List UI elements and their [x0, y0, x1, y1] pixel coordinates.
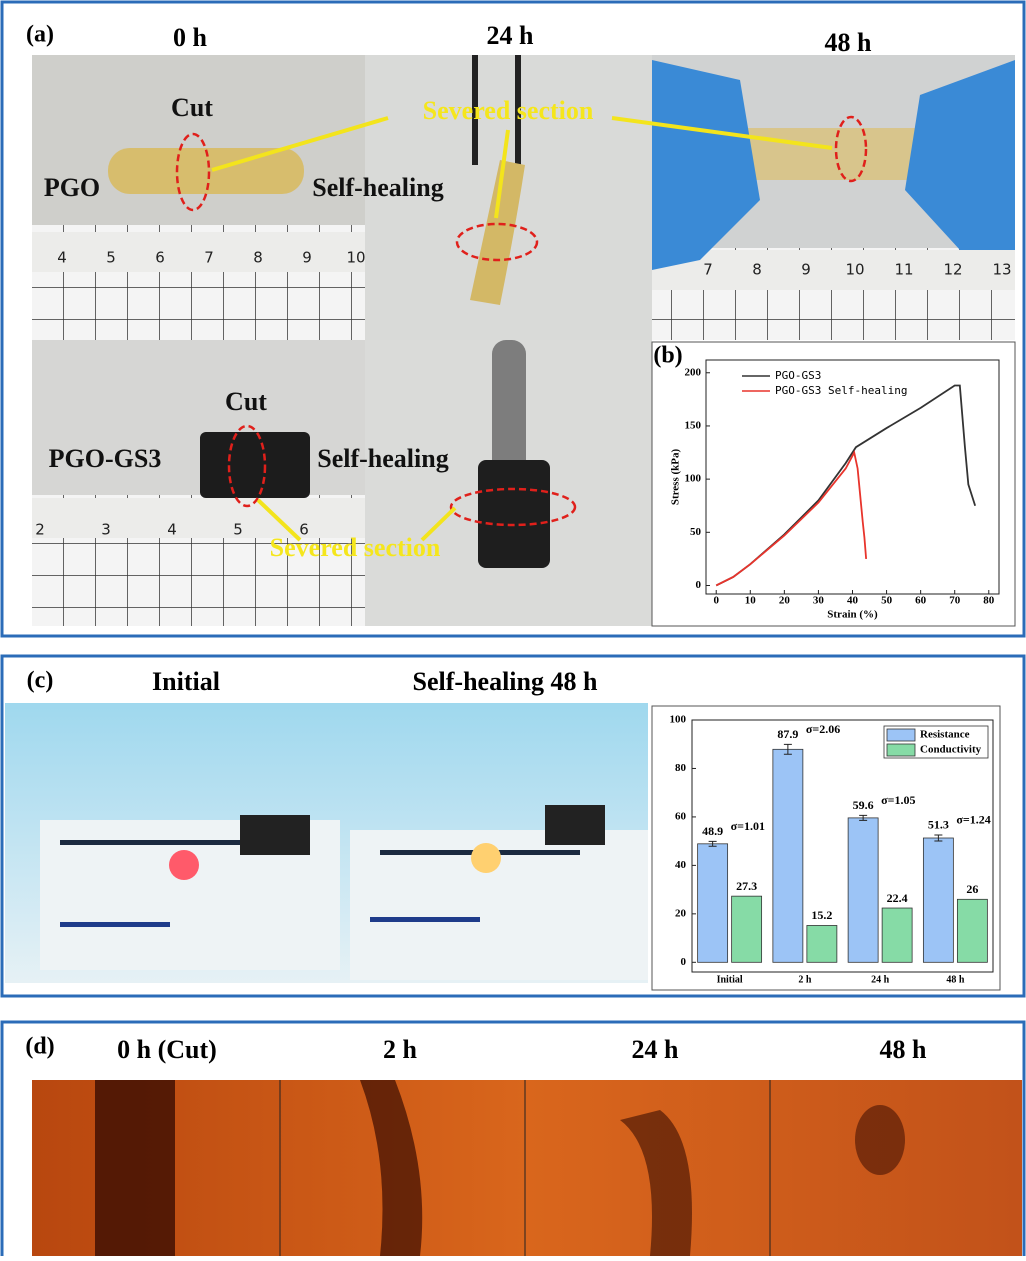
y-tick-label: 150	[685, 419, 702, 431]
ruler-label: 4	[57, 249, 67, 267]
ruler-label: 13	[992, 261, 1011, 279]
panel-title: Initial	[152, 667, 220, 696]
panel-title: 48 h	[825, 28, 873, 57]
ruler-label: 12	[943, 261, 962, 279]
value-label: 27.3	[736, 879, 757, 893]
annotation: Severed section	[423, 96, 594, 125]
annotation: Self-healing	[317, 444, 448, 473]
ruler-label: 8	[752, 261, 762, 279]
photo	[32, 340, 365, 626]
panel-title: Self-healing 48 h	[413, 667, 598, 696]
ruler-label: 6	[155, 249, 165, 267]
annotation: PGO	[44, 173, 100, 202]
value-label: 48.9	[702, 824, 723, 838]
panel-title: 0 h	[173, 23, 208, 52]
x-tick-label: 48 h	[946, 974, 965, 985]
bar	[848, 818, 878, 962]
ruler-label: 7	[204, 249, 214, 267]
y-tick-label: 0	[681, 956, 687, 968]
photo	[5, 703, 340, 983]
error-label: σ=1.05	[881, 793, 915, 807]
x-tick-label: 60	[915, 595, 927, 607]
ruler-label: 5	[106, 249, 116, 267]
x-tick-label: 70	[949, 595, 961, 607]
y-tick-label: 20	[675, 907, 687, 919]
x-tick-label: 24 h	[871, 974, 890, 985]
ruler-label: 10	[346, 249, 365, 267]
annotation: Severed section	[270, 533, 441, 562]
value-label: 15.2	[811, 908, 832, 922]
bar	[923, 838, 953, 962]
annotation: PGO-GS3	[49, 444, 162, 473]
bar	[732, 896, 762, 962]
legend-label: Resistance	[920, 729, 970, 741]
ruler-label: 4	[167, 521, 177, 539]
ruler-label: 9	[801, 261, 811, 279]
annotation: Self-healing	[312, 173, 443, 202]
x-axis-label: Strain (%)	[827, 609, 878, 621]
ruler-label: 9	[302, 249, 312, 267]
bar	[807, 925, 837, 962]
value-label: 87.9	[777, 727, 798, 741]
error-label: σ=1.24	[956, 813, 990, 827]
panel-title: 24 h	[487, 21, 535, 50]
ruler-label: 2	[35, 521, 45, 539]
ruler-label: 11	[894, 261, 913, 279]
y-axis-label: Stress (kPa)	[670, 449, 682, 506]
legend-swatch	[887, 729, 915, 741]
panel-title: 2 h	[383, 1035, 418, 1064]
x-tick-label: 50	[881, 595, 893, 607]
photo	[652, 55, 1015, 340]
ruler-label: 3	[101, 521, 111, 539]
panel-title: 0 h (Cut)	[117, 1035, 217, 1064]
annotation: Cut	[171, 93, 213, 122]
legend-label: PGO-GS3 Self-healing	[775, 384, 907, 397]
photo	[340, 703, 648, 983]
legend-swatch	[887, 744, 915, 756]
panel-label: (a)	[26, 22, 54, 48]
x-tick-label: 30	[813, 595, 825, 607]
y-tick-label: 40	[675, 859, 687, 871]
x-tick-label: Initial	[717, 974, 743, 985]
x-tick-label: 2 h	[798, 974, 812, 985]
y-tick-label: 100	[670, 714, 687, 726]
ruler-label: 7	[703, 261, 713, 279]
bar	[773, 749, 803, 962]
panel-label: (c)	[27, 668, 54, 694]
annotation: Cut	[225, 387, 267, 416]
bar	[698, 844, 728, 962]
error-label: σ=2.06	[806, 722, 840, 736]
bar	[882, 908, 912, 962]
y-tick-label: 200	[685, 366, 702, 378]
x-tick-label: 10	[745, 595, 757, 607]
y-tick-label: 100	[685, 473, 702, 485]
panel-title: 48 h	[880, 1035, 928, 1064]
micrograph	[32, 1080, 1022, 1256]
y-tick-label: 50	[690, 526, 702, 538]
value-label: 26	[966, 882, 978, 896]
panel-title: 24 h	[632, 1035, 680, 1064]
value-label: 22.4	[887, 891, 908, 905]
x-tick-label: 80	[983, 595, 995, 607]
ruler-label: 5	[233, 521, 243, 539]
legend-label: PGO-GS3	[775, 369, 821, 382]
value-label: 51.3	[928, 818, 949, 832]
panel-label: (d)	[25, 1034, 54, 1060]
y-tick-label: 60	[675, 810, 687, 822]
legend-label: Conductivity	[920, 744, 982, 756]
value-label: 59.6	[853, 798, 874, 812]
ruler-label: 10	[845, 261, 864, 279]
error-label: σ=1.01	[731, 819, 765, 833]
x-tick-label: 20	[779, 595, 791, 607]
ruler-label: 6	[299, 521, 309, 539]
x-tick-label: 40	[847, 595, 859, 607]
ruler-label: 8	[253, 249, 263, 267]
panel-label: (b)	[653, 343, 682, 369]
x-tick-label: 0	[713, 595, 719, 607]
y-tick-label: 80	[675, 762, 687, 774]
bar	[957, 899, 987, 962]
figure: (a) (c) (d) 0 h 24 h 48 h Initial Self-healing …	[0, 0, 1026, 1256]
y-tick-label: 0	[696, 579, 702, 591]
photo	[365, 340, 652, 626]
